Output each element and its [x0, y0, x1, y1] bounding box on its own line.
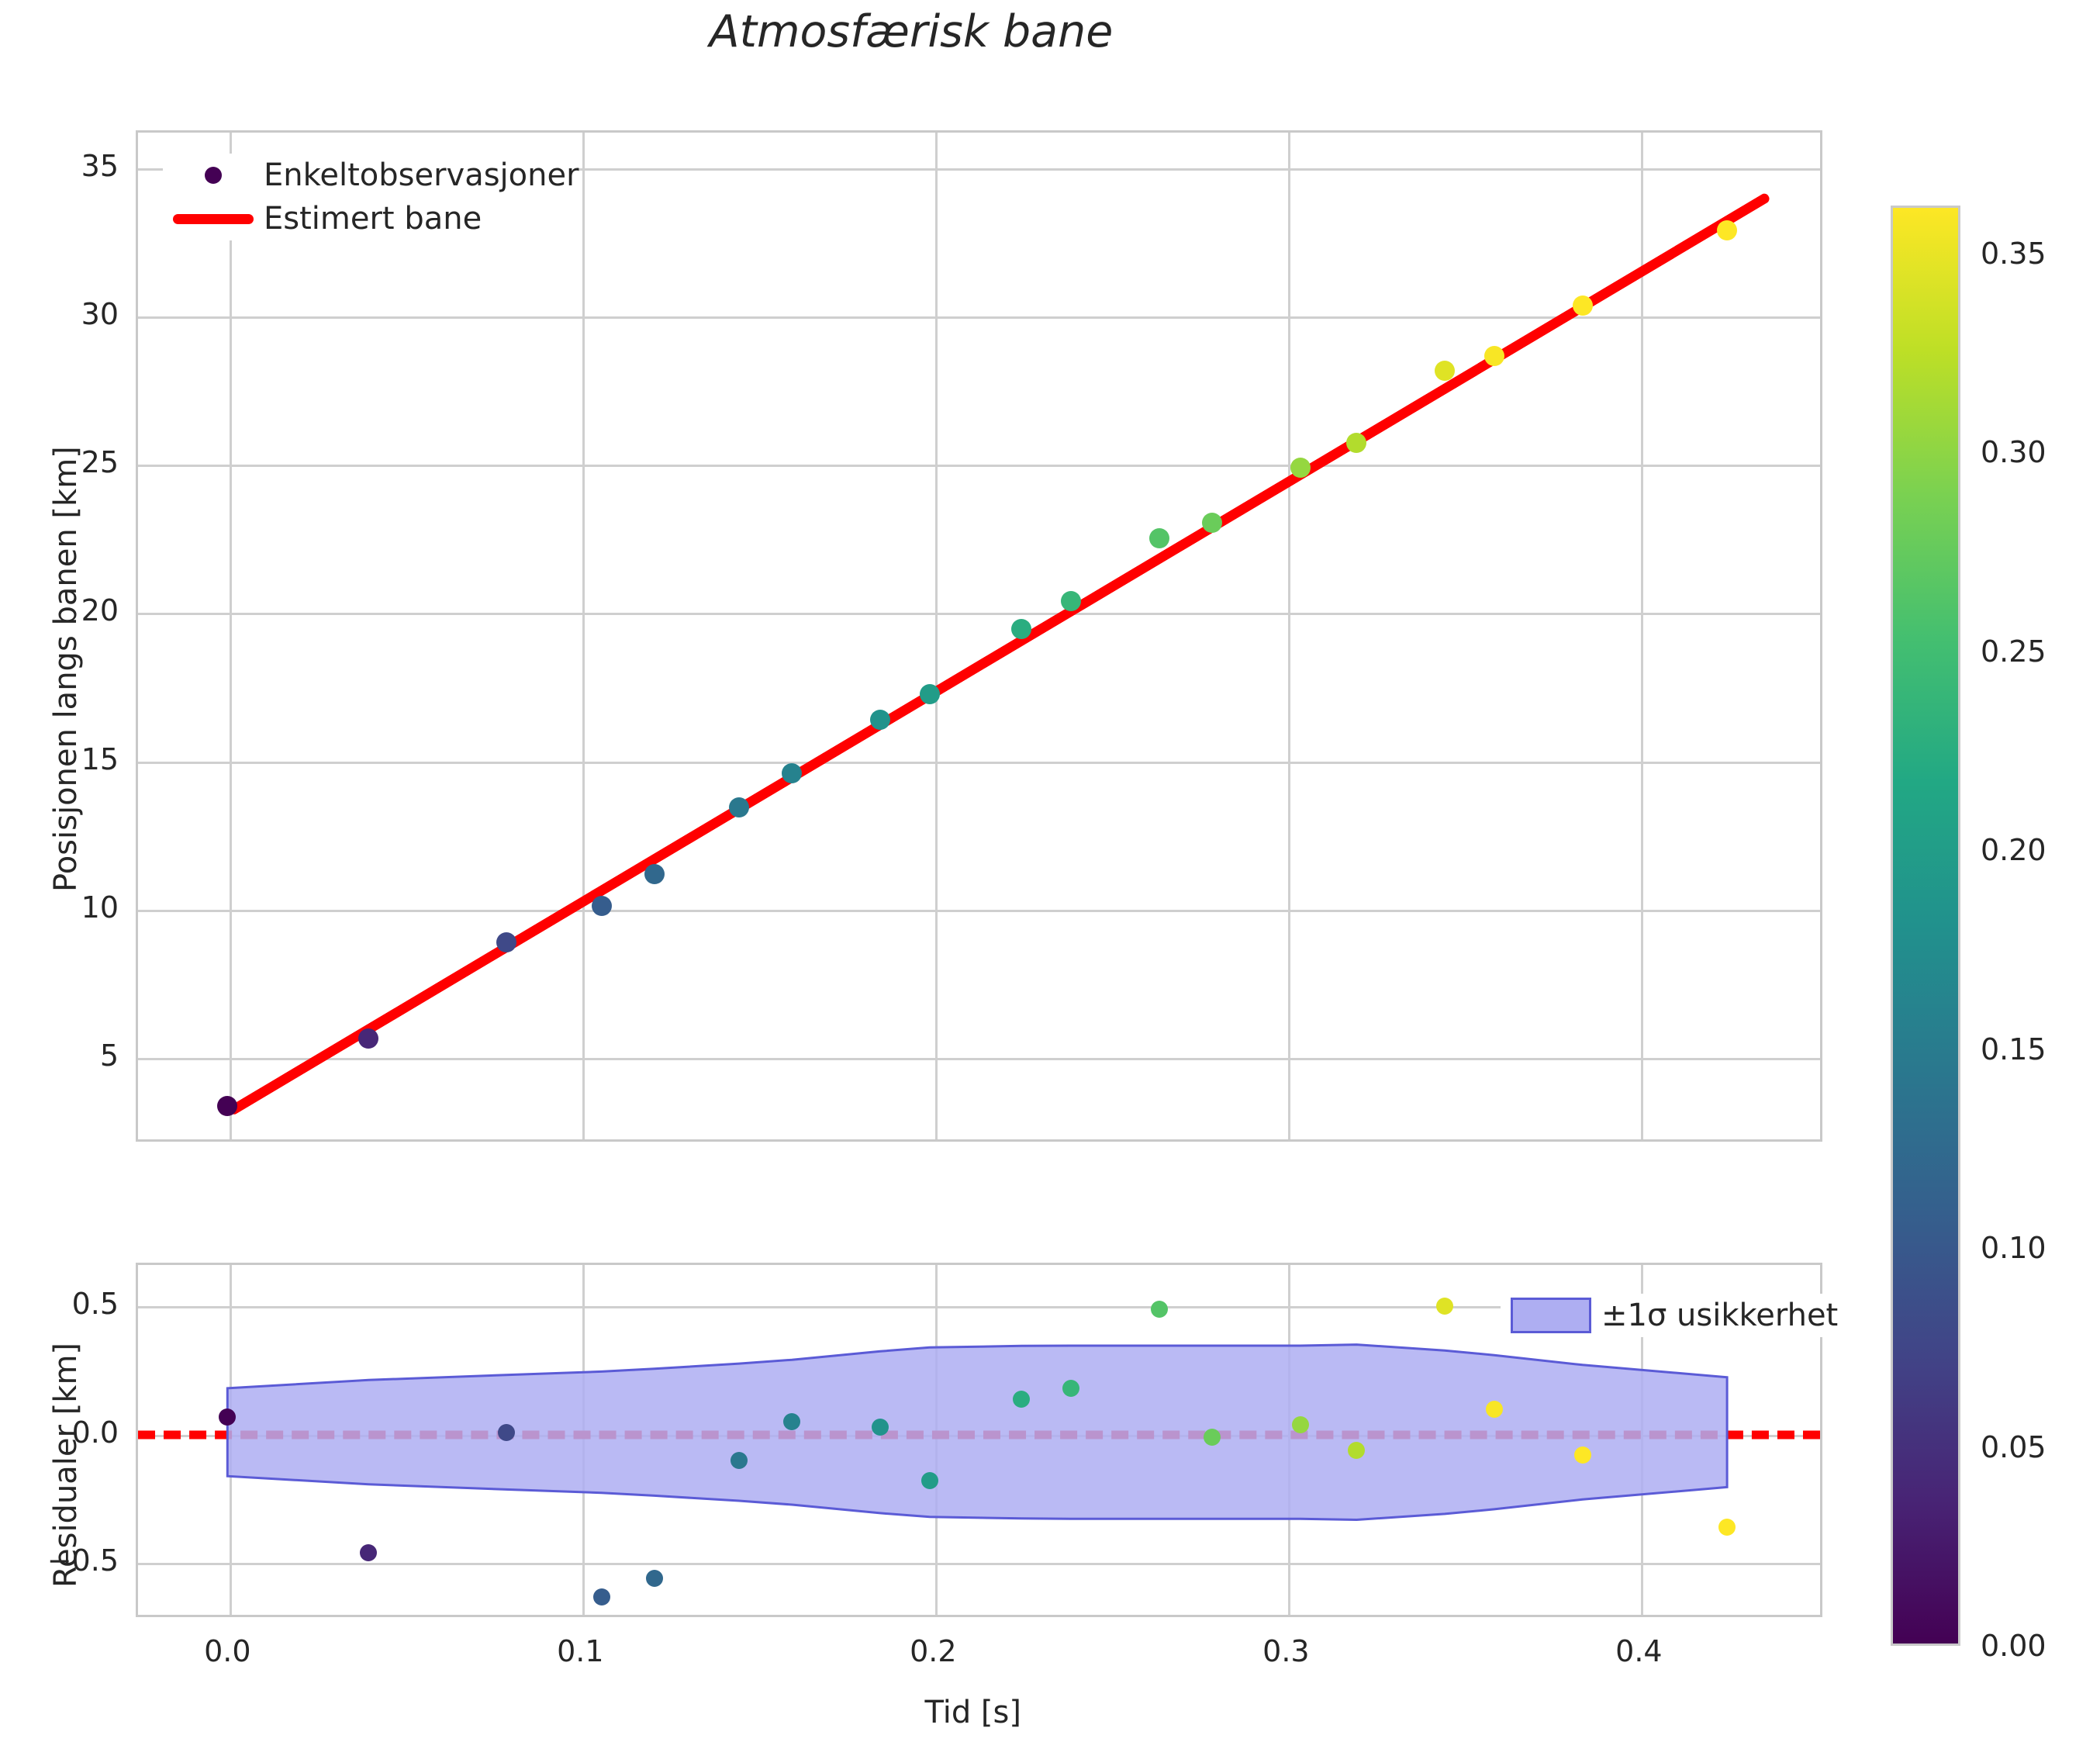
legend-label-fit: Estimert bane	[264, 201, 482, 237]
colorbar-tick-label: 0.20	[1981, 833, 2046, 868]
gridline-vertical	[935, 133, 938, 1139]
residual-point	[1718, 1519, 1736, 1536]
residual-point	[592, 1588, 610, 1605]
residual-point	[360, 1544, 378, 1562]
residual-point	[497, 1423, 515, 1441]
legend-item-observations: Enkeltobservasjoner	[163, 154, 579, 197]
gridline-vertical	[230, 133, 233, 1139]
residual-point	[1150, 1300, 1168, 1318]
trajectory-y-axis-label: Posisjonen langs banen [km]	[48, 446, 84, 892]
gridline-vertical	[1288, 133, 1291, 1139]
residual-point	[920, 1472, 938, 1490]
gridline-horizontal	[138, 909, 1820, 912]
x-tick-label: 0.3	[1262, 1634, 1310, 1668]
data-point	[1060, 591, 1081, 612]
residual-point	[219, 1408, 237, 1426]
x-tick-label: 0.4	[1615, 1634, 1663, 1668]
gridline-horizontal	[138, 1058, 1820, 1061]
colorbar-tick-label: 0.30	[1981, 435, 2046, 470]
trajectory-axes	[136, 130, 1822, 1142]
scatter-dot-icon	[163, 167, 264, 184]
data-point	[1346, 433, 1367, 454]
residual-point	[1203, 1429, 1221, 1446]
gridline-horizontal	[138, 1305, 1820, 1308]
data-point	[591, 895, 612, 916]
legend-item-fit: Estimert bane	[163, 197, 579, 240]
page-title: Atmosfærisk bane	[709, 6, 1114, 57]
y-tick-label: 5	[99, 1039, 119, 1073]
data-point	[782, 763, 803, 784]
data-point	[870, 709, 891, 730]
y-tick-label: 30	[81, 297, 119, 332]
colorbar-tick-label: 0.15	[1981, 1032, 2046, 1066]
x-tick-label: 0.0	[204, 1634, 251, 1668]
colorbar-tick-label: 0.00	[1981, 1629, 2046, 1663]
residual-x-axis-label: Tid [s]	[924, 1695, 1021, 1730]
residual-point	[872, 1418, 889, 1436]
y-tick-label: 0.5	[71, 1286, 119, 1321]
data-point	[1290, 457, 1311, 478]
residual-point	[1436, 1298, 1454, 1315]
residual-point	[645, 1570, 663, 1588]
residual-point	[1573, 1446, 1591, 1464]
residual-point	[783, 1413, 801, 1431]
x-tick-label: 0.2	[910, 1634, 957, 1668]
y-tick-label: 25	[81, 445, 119, 480]
residual-point	[1062, 1380, 1079, 1398]
residual-point	[1291, 1415, 1309, 1433]
gridline-horizontal	[138, 1563, 1820, 1566]
data-point	[1572, 295, 1593, 316]
gridline-horizontal	[138, 465, 1820, 468]
y-tick-label: 35	[81, 148, 119, 183]
data-point	[1717, 220, 1738, 241]
colorbar-gradient	[1893, 208, 1958, 1643]
residual-point	[1013, 1390, 1031, 1408]
data-point	[1435, 361, 1456, 382]
colorbar-tick-label: 0.35	[1981, 236, 2046, 271]
data-point	[1201, 513, 1222, 534]
residual-legend: ±1σ usikkerhet	[1501, 1294, 1839, 1337]
data-point	[496, 931, 516, 952]
gridline-vertical	[582, 133, 585, 1139]
gridline-horizontal	[138, 168, 1820, 171]
legend-item-sigma-band: ±1σ usikkerhet	[1501, 1294, 1838, 1337]
y-tick-label: −0.5	[47, 1543, 119, 1578]
residual-point	[731, 1451, 748, 1469]
colorbar-tick-label: 0.10	[1981, 1231, 2046, 1266]
legend-label-observations: Enkeltobservasjoner	[264, 157, 579, 193]
residual-y-axis-label: Residualer [km]	[48, 1342, 84, 1588]
gridline-horizontal	[138, 613, 1820, 616]
data-point	[217, 1096, 238, 1117]
data-point	[358, 1028, 379, 1049]
x-tick-label: 0.1	[557, 1634, 604, 1668]
y-tick-label: 0.0	[71, 1415, 119, 1450]
data-point	[1483, 345, 1504, 366]
data-point	[919, 683, 940, 704]
gridline-vertical	[1641, 133, 1644, 1139]
gridline-horizontal	[138, 761, 1820, 764]
gridline-horizontal	[138, 316, 1820, 320]
residual-point	[1485, 1400, 1503, 1418]
colorbar	[1891, 206, 1960, 1646]
data-point	[1148, 527, 1169, 548]
sigma-band	[226, 1343, 1729, 1522]
data-point	[729, 797, 750, 817]
band-swatch-icon	[1501, 1298, 1601, 1333]
y-tick-label: 20	[81, 593, 119, 628]
data-point	[644, 864, 665, 885]
line-swatch-icon	[163, 213, 264, 224]
residual-point	[1348, 1441, 1366, 1459]
data-point	[1011, 619, 1032, 640]
colorbar-tick-label: 0.05	[1981, 1429, 2046, 1464]
y-tick-label: 15	[81, 741, 119, 776]
trajectory-legend: Enkeltobservasjoner Estimert bane	[163, 154, 579, 240]
legend-label-sigma-band: ±1σ usikkerhet	[1601, 1298, 1839, 1333]
y-tick-label: 10	[81, 890, 119, 925]
colorbar-tick-label: 0.25	[1981, 634, 2046, 669]
